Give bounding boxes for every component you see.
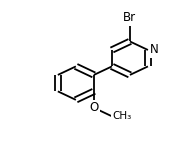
- Text: O: O: [89, 101, 99, 114]
- Text: Br: Br: [123, 11, 137, 24]
- Text: Br: Br: [123, 11, 137, 24]
- Text: O: O: [89, 101, 99, 114]
- Text: N: N: [150, 43, 159, 56]
- Text: CH₃: CH₃: [112, 111, 131, 121]
